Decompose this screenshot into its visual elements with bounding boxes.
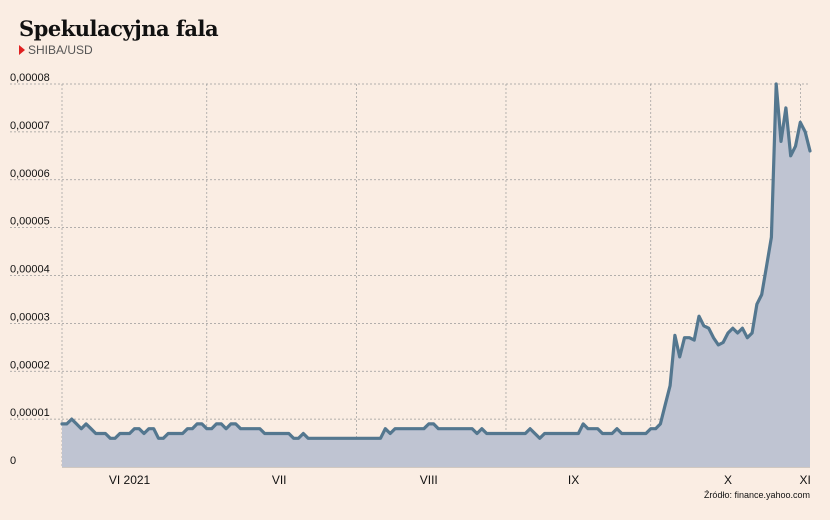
y-tick-label: 0,00006 [10,168,50,180]
y-tick-label: 0 [10,455,16,467]
source-note: Źródło: finance.yahoo.com [703,490,810,500]
x-tick-label: XI [800,473,811,487]
chart-title: Spekulacyjna fala [19,16,219,41]
x-tick-label: IX [568,473,579,487]
y-axis: 0 0,00001 0,00002 0,00003 0,00004 0,00005 0,00… [10,72,50,467]
chart-subtitle: SHIBA/USD [19,43,93,57]
x-tick-label: VII [272,473,287,487]
x-axis: VI 2021 VII VIII IX X XI [109,473,811,487]
y-tick-label: 0,00008 [10,72,50,84]
x-tick-label: VIII [420,473,438,487]
y-tick-label: 0,00001 [10,407,50,419]
y-tick-label: 0,00005 [10,216,50,228]
subtitle-label: SHIBA/USD [28,43,93,57]
y-tick-label: 0,00004 [10,264,50,276]
x-tick-label: X [724,473,732,487]
y-tick-label: 0,00007 [10,120,50,132]
triangle-marker-icon [19,45,25,55]
x-tick-label: VI 2021 [109,473,151,487]
y-tick-label: 0,00003 [10,311,50,323]
series-line [60,82,812,440]
y-tick-label: 0,00002 [10,359,50,371]
